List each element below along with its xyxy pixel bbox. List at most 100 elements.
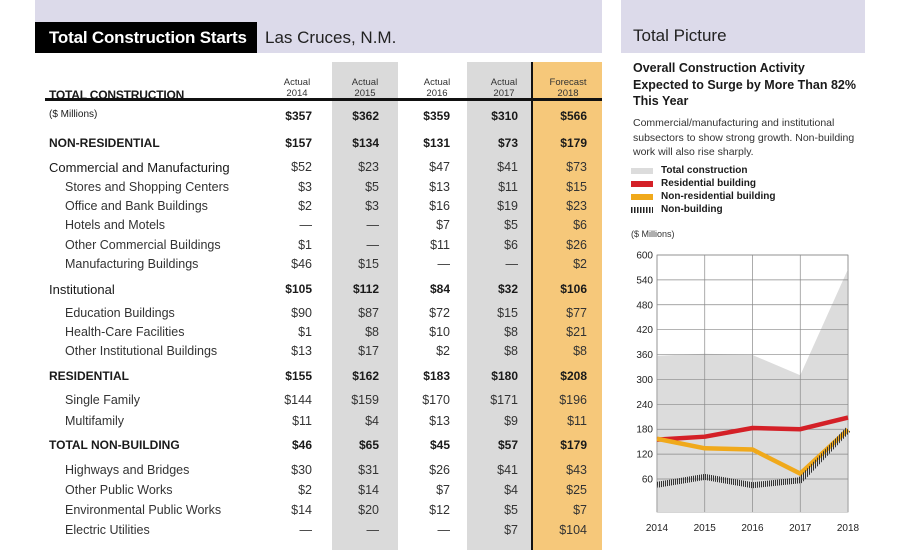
cell-2018: $7	[573, 503, 587, 517]
row-label: Other Commercial Buildings	[65, 238, 221, 252]
row-label: Other Public Works	[65, 483, 173, 497]
cell-2014: $30	[291, 463, 312, 477]
cell-2017: $57	[497, 438, 518, 452]
chart-description: Commercial/manufacturing and institution…	[633, 117, 855, 158]
column-year: 2018	[557, 88, 579, 99]
cell-2015: $8	[365, 325, 379, 339]
cell-2016: $12	[429, 503, 450, 517]
column-header-2014: Actual 2014	[267, 77, 327, 99]
cell-2015: $87	[358, 306, 379, 320]
row-label: Health-Care Facilities	[65, 325, 185, 339]
y-tick-label: 600	[636, 251, 653, 262]
cell-2014: $2	[298, 199, 312, 213]
cell-2017: $171	[490, 393, 518, 407]
legend-swatch	[631, 207, 653, 213]
row-label: Single Family	[65, 393, 141, 407]
cell-2016: —	[437, 523, 451, 537]
cell-2017: $4	[504, 483, 518, 497]
cell-2018: $106	[560, 282, 587, 296]
cell-2016: $10	[429, 325, 450, 339]
cell-2016: $359	[423, 109, 450, 123]
cell-2014: $1	[298, 238, 312, 252]
cell-2018: $104	[559, 523, 587, 537]
chart-legend: Total construction Residential building No…	[631, 165, 861, 217]
cell-2015: $23	[358, 160, 379, 174]
column-status: Actual	[490, 77, 518, 88]
chart-header-bar: Total Picture	[621, 0, 865, 53]
x-tick-label: 2014	[646, 523, 669, 534]
cell-2017: $8	[504, 344, 518, 358]
column-status: Actual	[283, 77, 311, 88]
cell-2014: $3	[298, 180, 312, 194]
cell-2016: $11	[430, 238, 450, 252]
column-year: 2016	[426, 88, 448, 99]
cell-2016: $16	[429, 199, 450, 213]
cell-2014: $1	[298, 325, 312, 339]
series-line-non-building	[656, 427, 851, 489]
row-label: NON-RESIDENTIAL	[49, 136, 160, 150]
cell-2018: $8	[573, 344, 587, 358]
construction-starts-table: Total Construction Starts Las Cruces, N.…	[35, 0, 602, 550]
cell-2016: $47	[429, 160, 450, 174]
cell-2015: $17	[358, 344, 379, 358]
row-label: Hotels and Motels	[65, 218, 166, 232]
cell-2016: $7	[436, 483, 450, 497]
cell-2015: $3	[365, 199, 379, 213]
col-2015-band	[332, 62, 398, 550]
cell-2016: $7	[436, 218, 450, 232]
table-subtitle: Las Cruces, N.M.	[265, 28, 397, 47]
cell-2016: —	[437, 257, 451, 271]
row-label: Education Buildings	[65, 306, 175, 320]
cell-2016: $13	[429, 414, 450, 428]
cell-2016: $170	[422, 393, 450, 407]
cell-2017: $7	[504, 523, 518, 537]
column-status: Actual	[423, 77, 451, 88]
chart-header: Total Picture	[633, 26, 727, 45]
cell-2018: $566	[560, 109, 587, 123]
cell-2017: $5	[504, 503, 518, 517]
cell-2018: $43	[566, 463, 587, 477]
column-status: Actual	[351, 77, 379, 88]
legend-item: Non-building	[631, 204, 861, 217]
cell-2018: $73	[566, 160, 587, 174]
cell-2017: $11	[498, 180, 518, 194]
cell-2016: $2	[436, 344, 450, 358]
cell-2018: $25	[566, 483, 587, 497]
row-label: TOTAL NON-BUILDING	[49, 438, 180, 452]
series-line-non-residential-building	[656, 427, 850, 476]
column-header-2018: Forecast 2018	[538, 77, 598, 99]
cell-2014: $13	[291, 344, 312, 358]
row-label: Office and Bank Buildings	[65, 199, 208, 213]
x-tick-label: 2016	[741, 523, 764, 534]
cell-2014: $90	[291, 306, 312, 320]
cell-2015: —	[366, 523, 380, 537]
cell-2017: $41	[497, 160, 518, 174]
row-label: Multifamily	[65, 414, 125, 428]
cell-2014: $52	[291, 160, 312, 174]
cell-2017: $73	[497, 136, 518, 150]
table-title: Total Construction Starts	[35, 22, 257, 53]
cell-2015: $5	[365, 180, 379, 194]
cell-2014: $357	[285, 109, 312, 123]
cell-2018: $208	[560, 369, 587, 383]
cell-2015: $14	[358, 483, 379, 497]
cell-2017: $41	[497, 463, 518, 477]
cell-2014: $2	[298, 483, 312, 497]
cell-2017: $310	[491, 109, 518, 123]
y-tick-label: 120	[636, 450, 653, 461]
legend-label: Total construction	[661, 165, 748, 176]
legend-label: Non-building	[661, 204, 723, 215]
cell-2014: $157	[285, 136, 312, 150]
y-tick-label: 540	[636, 275, 653, 286]
cell-2017: $9	[504, 414, 518, 428]
cell-2017: $15	[497, 306, 518, 320]
legend-item: Total construction	[631, 165, 861, 178]
y-tick-label: 300	[636, 375, 653, 386]
cell-2018: $6	[573, 218, 587, 232]
cell-2018: $179	[560, 438, 587, 452]
cell-2014: $14	[291, 503, 312, 517]
legend-swatch	[631, 181, 653, 187]
legend-item: Residential building	[631, 178, 861, 191]
row-label: Electric Utilities	[65, 523, 150, 537]
cell-2014: $105	[285, 282, 312, 296]
